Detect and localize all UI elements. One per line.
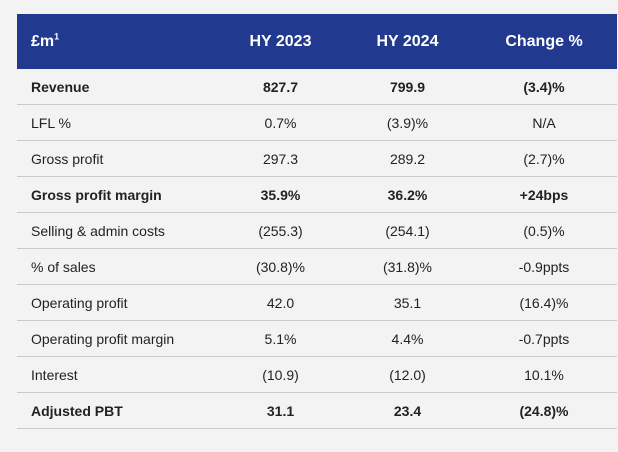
cell-hy2023: 42.0 (266, 294, 295, 311)
table-row-operating-profit: Operating profit 42.0 35.1 (16.4)% (17, 285, 617, 321)
table-header: £m1 HY 2023 HY 2024 Change % (17, 14, 617, 69)
header-currency-unit: £m1 (17, 31, 217, 51)
cell-change: (3.4)% (523, 78, 565, 95)
header-change-percent: Change % (505, 32, 583, 50)
row-label: Adjusted PBT (31, 402, 123, 419)
row-label: Gross profit (31, 150, 104, 167)
cell-hy2023: (30.8)% (255, 258, 306, 275)
header-currency-label: £m (31, 32, 55, 50)
cell-hy2023: 297.3 (262, 150, 299, 167)
row-label: % of sales (31, 258, 96, 275)
cell-change: 10.1% (524, 366, 564, 383)
table-row-adjusted-pbt: Adjusted PBT 31.1 23.4 (24.8)% (17, 393, 617, 429)
cell-hy2023: 827.7 (262, 78, 299, 95)
cell-hy2023: 0.7% (264, 114, 297, 131)
cell-hy2024: 799.9 (389, 78, 426, 95)
table-row-revenue: Revenue 827.7 799.9 (3.4)% (17, 69, 617, 105)
cell-hy2024: 35.1 (393, 294, 422, 311)
cell-hy2024: (12.0) (389, 366, 426, 383)
cell-hy2023: 5.1% (264, 330, 297, 347)
row-label: LFL % (31, 114, 71, 131)
header-hy2024: HY 2024 (376, 32, 439, 50)
cell-change: N/A (532, 114, 556, 131)
footnote-marker: 1 (54, 31, 60, 42)
table-row-gross-profit: Gross profit 297.3 289.2 (2.7)% (17, 141, 617, 177)
cell-change: (0.5)% (523, 222, 565, 239)
cell-hy2024: 36.2% (387, 186, 428, 203)
cell-change: -0.9ppts (518, 258, 570, 275)
cell-change: +24bps (519, 186, 569, 203)
financial-summary-table: £m1 HY 2023 HY 2024 Change % Revenue 827… (17, 14, 617, 429)
table-row-selling-admin-costs: Selling & admin costs (255.3) (254.1) (0… (17, 213, 617, 249)
table-row-operating-profit-margin: Operating profit margin 5.1% 4.4% -0.7pp… (17, 321, 617, 357)
row-label: Selling & admin costs (31, 222, 165, 239)
cell-change: (2.7)% (523, 150, 565, 167)
table-row-lfl: LFL % 0.7% (3.9)% N/A (17, 105, 617, 141)
table-row-interest: Interest (10.9) (12.0) 10.1% (17, 357, 617, 393)
table-row-percent-of-sales: % of sales (30.8)% (31.8)% -0.9ppts (17, 249, 617, 285)
cell-hy2023: (255.3) (258, 222, 303, 239)
cell-change: -0.7ppts (518, 330, 570, 347)
cell-hy2024: (254.1) (385, 222, 430, 239)
header-hy2023: HY 2023 (249, 32, 312, 50)
cell-hy2024: 289.2 (389, 150, 426, 167)
cell-hy2023: 31.1 (266, 402, 295, 419)
cell-change: (16.4)% (519, 294, 569, 311)
row-label: Gross profit margin (31, 186, 162, 203)
table-row-gross-profit-margin: Gross profit margin 35.9% 36.2% +24bps (17, 177, 617, 213)
cell-hy2023: (10.9) (262, 366, 299, 383)
row-label: Operating profit margin (31, 330, 175, 347)
row-label: Operating profit (31, 294, 128, 311)
cell-hy2024: 4.4% (391, 330, 424, 347)
cell-hy2024: 23.4 (393, 402, 422, 419)
cell-change: (24.8)% (519, 402, 569, 419)
cell-hy2024: (3.9)% (386, 114, 429, 131)
cell-hy2024: (31.8)% (382, 258, 433, 275)
row-label: Revenue (31, 78, 90, 95)
cell-hy2023: 35.9% (260, 186, 301, 203)
row-label: Interest (31, 366, 78, 383)
